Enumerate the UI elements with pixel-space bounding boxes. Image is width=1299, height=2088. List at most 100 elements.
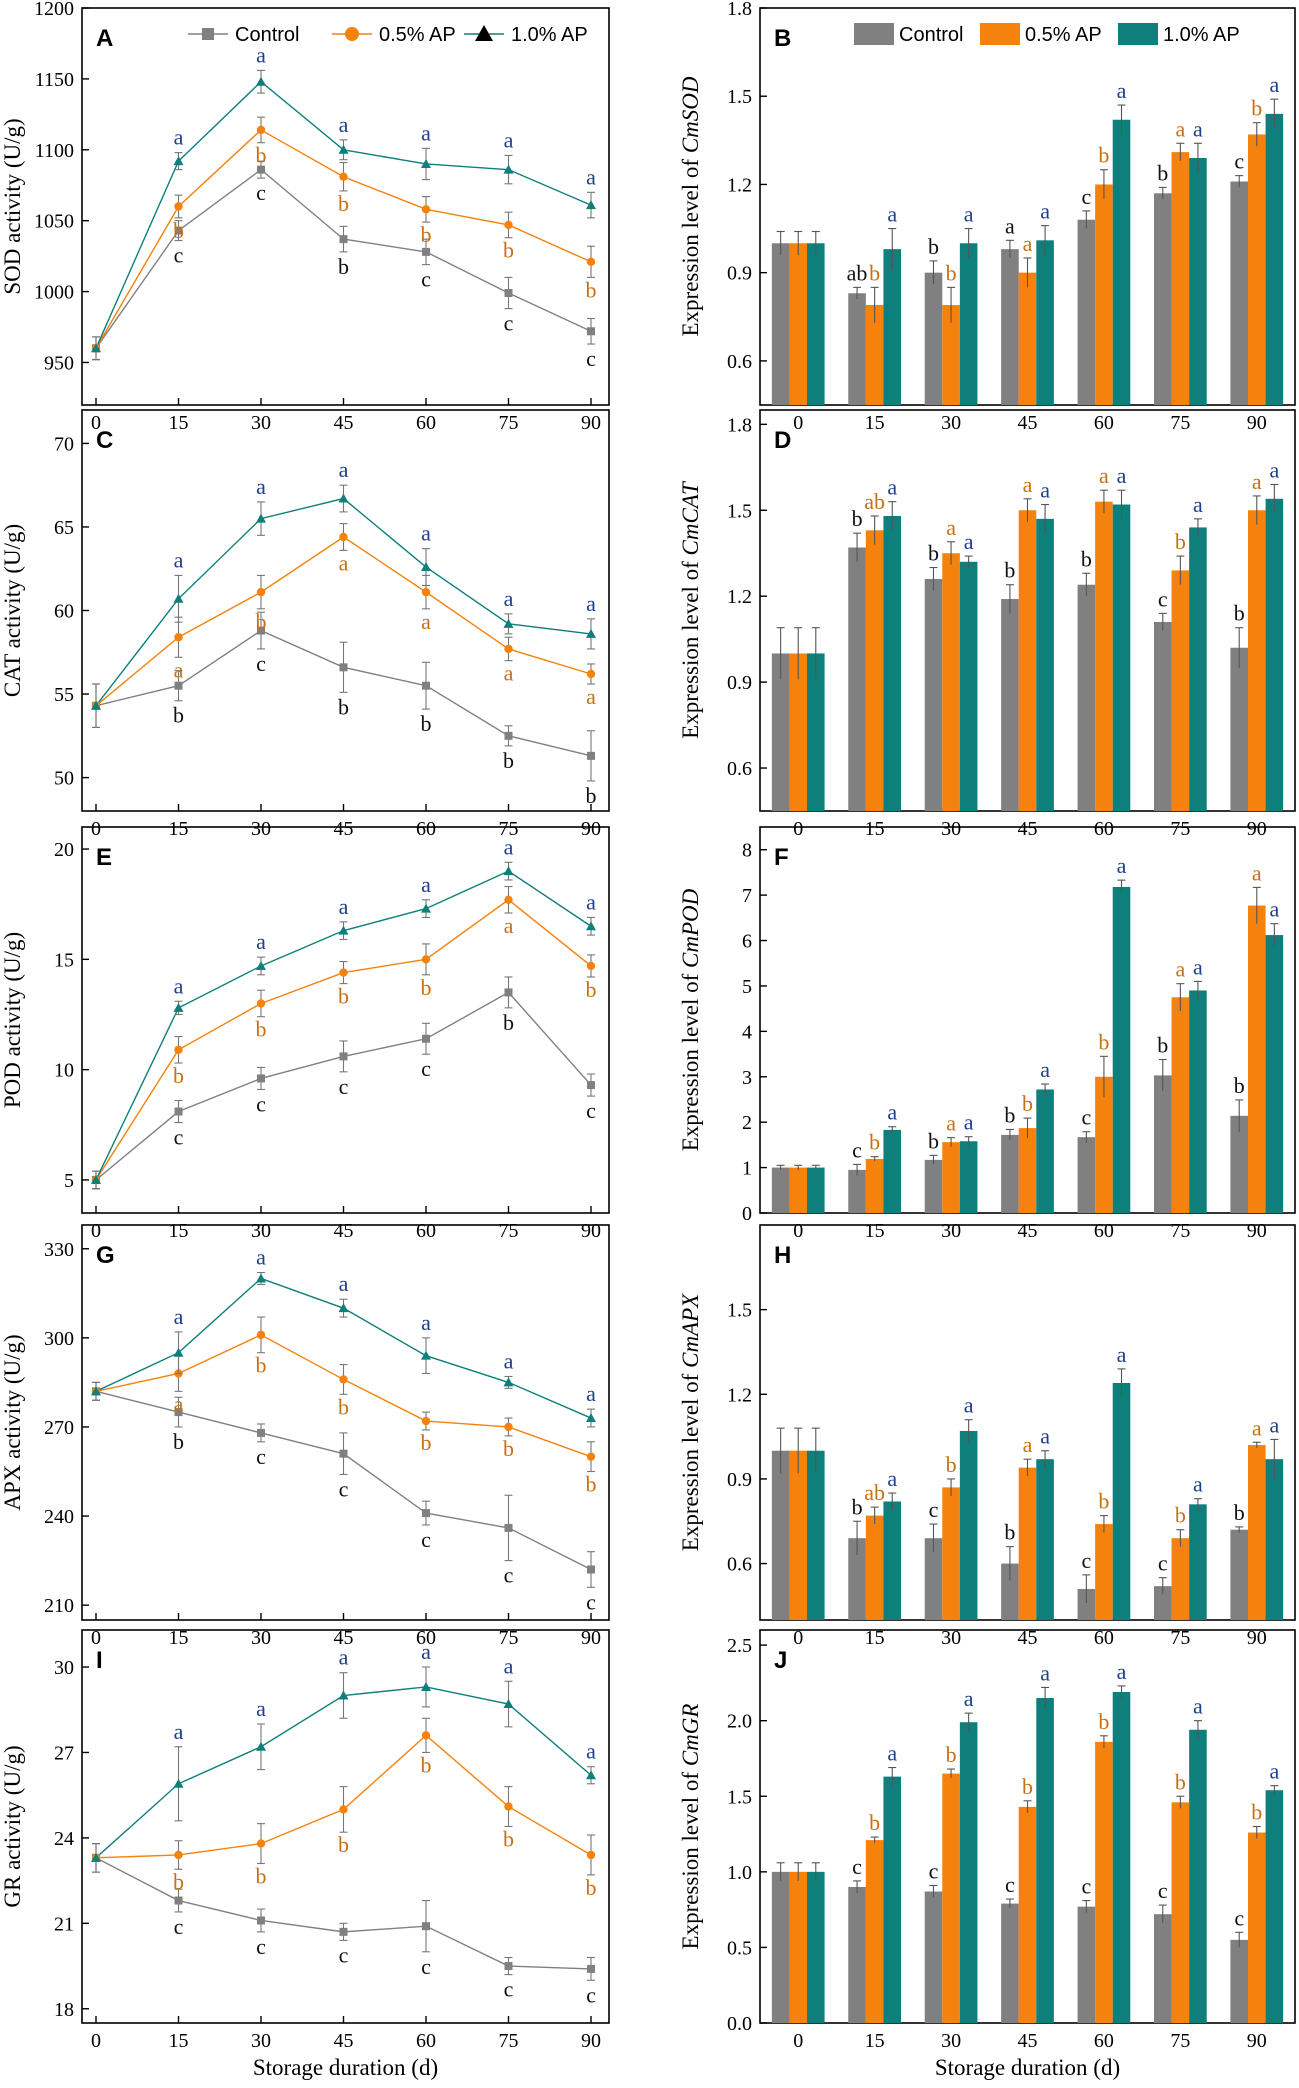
bar-control	[1077, 1137, 1096, 1213]
point-control	[257, 165, 265, 174]
x-tick-label: 90	[581, 818, 601, 840]
panel-A: 950 1000 1050 1100 1150 1200 0 15 30 45 60 75 90 SOD …	[0, 0, 610, 434]
point-ap10	[338, 1303, 349, 1313]
y-axis-label-prefix: Expression level of	[678, 968, 703, 1151]
sig-label: b	[173, 1869, 184, 1894]
sig-label: a	[174, 1391, 184, 1416]
sig-label: b	[1098, 1709, 1109, 1734]
sig-label: c	[504, 311, 514, 336]
y-tick-label: 2	[742, 1112, 752, 1134]
bar-05ap	[942, 1773, 960, 2023]
x-tick-label: 45	[334, 1627, 354, 1649]
point-control	[504, 288, 513, 297]
y-tick-label: 1.5	[727, 500, 752, 522]
bar-control	[1230, 647, 1248, 811]
bar-05ap	[942, 1142, 960, 1213]
plot-area	[771, 1368, 1284, 1620]
sig-label: a	[887, 1100, 897, 1125]
point-ap10	[586, 628, 596, 638]
plot-frame	[81, 826, 610, 1214]
y-tick-label: 18	[54, 1999, 74, 2021]
panel-letter: D	[774, 427, 791, 454]
sig-label: b	[1004, 1102, 1015, 1127]
y-axis-label-prefix: Expression level of	[678, 1368, 703, 1551]
x-tick-label: 15	[169, 2030, 189, 2052]
panel-I: 18 21 24 27 30 0 15 30 45 60 75 90 GR activity (U/g)…	[0, 1629, 610, 2080]
sig-label: c	[1158, 1551, 1168, 1576]
x-tick-label: 0	[793, 2030, 803, 2052]
bar-control	[924, 1891, 943, 2023]
point-ap05	[174, 202, 183, 211]
sig-label: a	[339, 1645, 349, 1670]
sig-label: a	[1040, 1057, 1050, 1082]
sig-label: a	[586, 1739, 596, 1764]
point-ap10	[91, 1386, 101, 1396]
panel-D: 0.6 0.9 1.2 1.5 1.8 0 15 30 45 60 75 90 Expression l…	[678, 409, 1296, 840]
point-ap05	[504, 220, 513, 230]
bar-control	[1077, 584, 1096, 811]
point-ap10	[338, 144, 349, 154]
sig-label: c	[852, 1137, 862, 1162]
y-tick-label: 10	[54, 1060, 74, 1082]
bar-control	[848, 547, 866, 811]
point-ap05	[174, 1850, 183, 1860]
bar-05ap	[1171, 570, 1190, 811]
point-ap10	[586, 200, 596, 210]
sig-label: a	[174, 1304, 184, 1329]
bar-05ap	[865, 1515, 884, 1620]
bar-10ap	[1189, 1729, 1207, 2023]
sig-label: b	[586, 1875, 597, 1900]
x-tick-label: 45	[334, 818, 354, 840]
point-control	[174, 1896, 183, 1905]
y-tick-label: 30	[54, 1657, 74, 1679]
bar-10ap	[1189, 990, 1207, 1213]
y-tick-label: 330	[44, 1239, 74, 1261]
sig-label: b	[1251, 96, 1262, 121]
sig-label: b	[421, 1430, 432, 1455]
sig-label: b	[503, 238, 514, 263]
point-ap10	[256, 76, 266, 86]
y-tick-label: 4	[742, 1021, 752, 1043]
sig-label: b	[1098, 1029, 1109, 1054]
sig-label: a	[421, 872, 431, 897]
sig-label: b	[338, 191, 349, 216]
bar-10ap	[807, 1167, 825, 1213]
bar-10ap	[959, 243, 978, 405]
x-tick-label: 15	[169, 1627, 189, 1649]
sig-label: a	[586, 1381, 596, 1406]
sig-label: b	[421, 222, 432, 247]
sig-label: b	[173, 1429, 184, 1454]
sig-label: a	[174, 125, 184, 150]
sig-label: c	[421, 1527, 431, 1552]
y-tick-label: 240	[44, 1506, 74, 1528]
x-tick-label: 45	[334, 1220, 354, 1242]
plot-frame	[81, 1224, 610, 1621]
point-ap10	[173, 1778, 184, 1788]
sig-label: c	[586, 1098, 596, 1123]
panel-letter: E	[96, 844, 112, 871]
point-ap10	[421, 1350, 431, 1360]
y-axis-label: APX activity (U/g)	[0, 1334, 25, 1510]
sig-label: a	[1117, 463, 1127, 488]
x-tick-label: 60	[416, 2030, 436, 2052]
legend-marker-ap05	[345, 27, 359, 41]
bar-05ap	[1171, 1802, 1190, 2023]
panel-letter: A	[96, 25, 113, 52]
y-tick-label: 210	[44, 1595, 74, 1617]
point-ap10	[421, 562, 431, 572]
bar-10ap	[1036, 1459, 1054, 1620]
sig-label: b	[421, 975, 432, 1000]
bar-05ap	[789, 653, 808, 811]
point-control	[504, 988, 513, 997]
point-control	[174, 226, 183, 235]
x-tick-label: 30	[251, 2030, 271, 2052]
bar-control	[1077, 219, 1096, 405]
bar-control	[771, 1871, 790, 2023]
y-tick-label: 950	[44, 352, 74, 374]
x-tick-label: 75	[1170, 412, 1190, 434]
sig-label: a	[586, 164, 596, 189]
point-ap05	[586, 1452, 596, 1461]
x-tick-label: 0	[91, 818, 101, 840]
point-ap05	[174, 1045, 183, 1054]
bar-10ap	[1189, 527, 1207, 811]
